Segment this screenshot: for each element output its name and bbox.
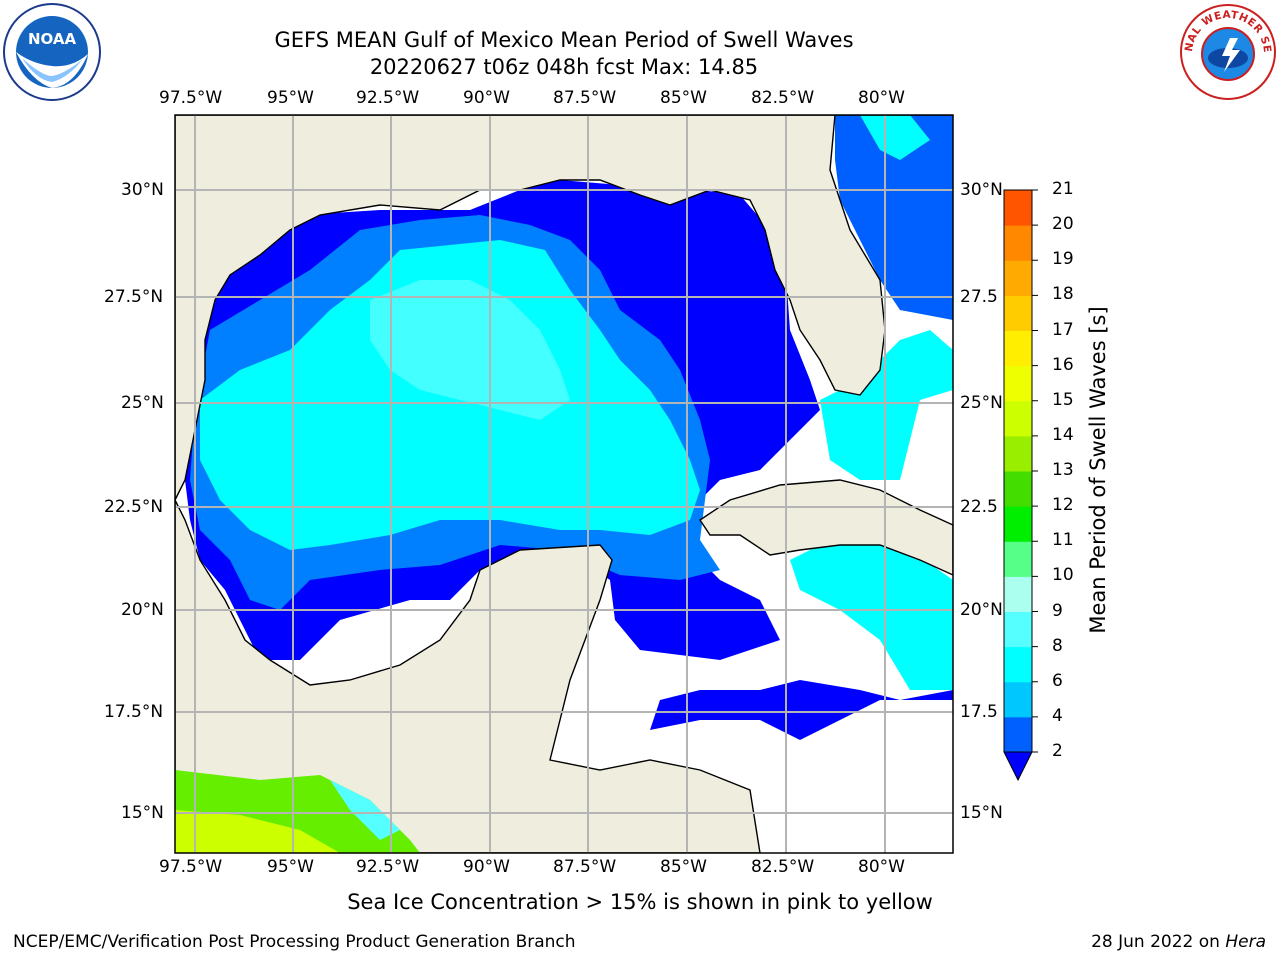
lon-label-bottom: 92.5°W bbox=[356, 857, 420, 877]
lon-label-bottom: 82.5°W bbox=[751, 857, 815, 877]
colorbar-tick-label: 10 bbox=[1052, 565, 1074, 586]
lon-label-bottom: 80°W bbox=[858, 857, 905, 877]
colorbar-segment bbox=[1004, 681, 1032, 718]
colorbar-segment bbox=[1004, 471, 1032, 507]
footer-host: Hera bbox=[1225, 932, 1266, 952]
colorbar-segment bbox=[1004, 716, 1032, 753]
swell-zone-caribbean bbox=[650, 520, 953, 740]
colorbar-tick-label: 8 bbox=[1052, 635, 1063, 656]
chart-title: GEFS MEAN Gulf of Mexico Mean Period of … bbox=[274, 28, 854, 52]
colorbar-tick-label: 17 bbox=[1052, 319, 1074, 340]
colorbar-tick-label: 4 bbox=[1052, 705, 1063, 726]
swell-zone-atlantic bbox=[835, 115, 953, 320]
lon-label-top: 85°W bbox=[660, 88, 707, 108]
lat-label-right: 20°N bbox=[960, 600, 1003, 620]
map-area bbox=[175, 115, 953, 853]
lon-label-top: 80°W bbox=[858, 88, 905, 108]
colorbar-tick-label: 11 bbox=[1052, 530, 1074, 551]
lon-label-bottom: 95°W bbox=[267, 857, 314, 877]
lon-label-top: 92.5°W bbox=[356, 88, 420, 108]
colorbar-tick-label: 19 bbox=[1052, 249, 1074, 270]
lon-label-bottom: 87.5°W bbox=[553, 857, 617, 877]
footer-date-text: 28 Jun 2022 on bbox=[1091, 932, 1226, 952]
lat-label-right: 17.5 bbox=[960, 702, 998, 722]
footer-credit: NCEP/EMC/Verification Post Processing Pr… bbox=[13, 932, 576, 952]
footer-date: 28 Jun 2022 on Hera bbox=[1091, 932, 1266, 952]
colorbar-tick-label: 15 bbox=[1052, 389, 1074, 410]
colorbar-tick-label: 20 bbox=[1052, 214, 1074, 235]
map-frame bbox=[174, 114, 954, 854]
colorbar-tick-label: 21 bbox=[1052, 179, 1074, 199]
swell-zone-straits bbox=[820, 330, 953, 480]
lat-label-right: 15°N bbox=[960, 803, 1003, 823]
swell-zone-atlantic-cyan bbox=[860, 115, 930, 160]
lon-label-top: 95°W bbox=[267, 88, 314, 108]
national-weather-service-logo: NATIONAL WEATHER SERVICE bbox=[1178, 2, 1276, 100]
colorbar-segment bbox=[1004, 260, 1032, 296]
colorbar-segment bbox=[1004, 611, 1032, 648]
colorbar-segment bbox=[1004, 646, 1032, 683]
lat-label-left: 15°N bbox=[121, 803, 164, 823]
lat-label-left: 27.5°N bbox=[104, 287, 164, 307]
lat-label-left: 30°N bbox=[121, 180, 164, 200]
colorbar-segment bbox=[1004, 295, 1032, 331]
lat-label-left: 25°N bbox=[121, 393, 164, 413]
svg-text:NOAA: NOAA bbox=[28, 30, 77, 48]
swell-zone-pacific-yellow bbox=[175, 810, 340, 853]
lon-label-top: 82.5°W bbox=[751, 88, 815, 108]
colorbar-tick-label: 18 bbox=[1052, 284, 1074, 305]
lon-label-top: 87.5°W bbox=[553, 88, 617, 108]
colorbar-segment bbox=[1004, 435, 1032, 472]
lon-label-bottom: 90°W bbox=[463, 857, 510, 877]
colorbar-tick-label: 6 bbox=[1052, 670, 1063, 691]
colorbar-segment bbox=[1004, 365, 1032, 402]
colorbar-tick-label: 9 bbox=[1052, 600, 1063, 621]
swell-zone-pacific-cyan bbox=[330, 780, 400, 840]
colorbar-tick-label: 16 bbox=[1052, 354, 1074, 375]
colorbar bbox=[1003, 189, 1038, 782]
colorbar-segment bbox=[1004, 225, 1032, 261]
lat-label-left: 22.5°N bbox=[104, 497, 164, 517]
colorbar-segment bbox=[1004, 400, 1032, 437]
land-cuba bbox=[699, 479, 953, 576]
colorbar-segment bbox=[1004, 576, 1032, 612]
colorbar-segment bbox=[1004, 190, 1032, 226]
colorbar-extend-arrow bbox=[1003, 751, 1033, 782]
colorbar-segment bbox=[1004, 506, 1032, 542]
colorbar-tick-label: 14 bbox=[1052, 424, 1074, 445]
lat-label-right: 25°N bbox=[960, 393, 1003, 413]
gridlines bbox=[175, 115, 953, 853]
lat-label-left: 20°N bbox=[121, 600, 164, 620]
ice-note: Sea Ice Concentration > 15% is shown in … bbox=[347, 890, 933, 914]
lat-label-right: 27.5 bbox=[960, 287, 998, 307]
colorbar-segment bbox=[1004, 330, 1032, 367]
land-mexico bbox=[175, 499, 761, 853]
lon-label-bottom: 85°W bbox=[660, 857, 707, 877]
lat-label-right: 30°N bbox=[960, 180, 1003, 200]
lon-label-top: 97.5°W bbox=[159, 88, 223, 108]
lon-label-top: 90°W bbox=[463, 88, 510, 108]
lon-label-bottom: 97.5°W bbox=[159, 857, 223, 877]
colorbar-tick-label: 12 bbox=[1052, 495, 1074, 516]
chart-subtitle: 20220627 t06z 048h fcst Max: 14.85 bbox=[369, 55, 759, 79]
colorbar-title: Mean Period of Swell Waves [s] bbox=[1086, 306, 1110, 634]
colorbar-tick-label: 2 bbox=[1052, 741, 1063, 761]
colorbar-tick-label: 13 bbox=[1052, 460, 1074, 480]
lat-label-right: 22.5 bbox=[960, 497, 998, 517]
lat-label-left: 17.5°N bbox=[104, 702, 164, 722]
colorbar-segment bbox=[1004, 541, 1032, 577]
swell-zone-5s bbox=[370, 280, 570, 420]
noaa-logo: NOAA bbox=[3, 3, 101, 101]
